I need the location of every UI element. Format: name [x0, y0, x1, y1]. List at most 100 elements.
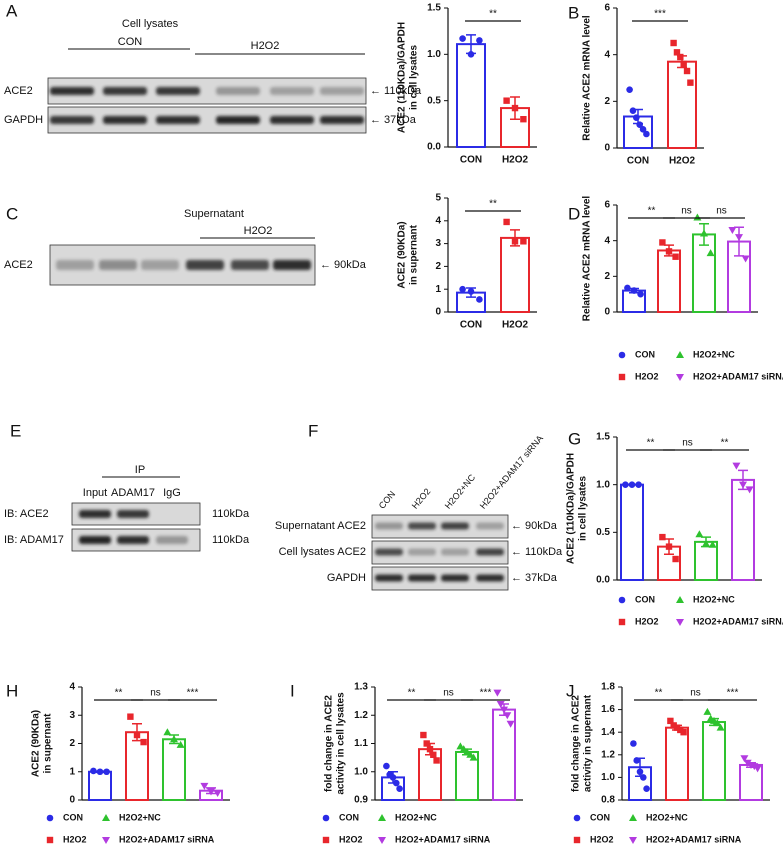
legend-marker [629, 814, 637, 821]
data-point [170, 735, 178, 743]
significance-label: ns [716, 206, 727, 217]
data-point [90, 767, 97, 775]
blot-label: ← 110kDa [511, 546, 563, 558]
bar [692, 233, 716, 313]
data-point [103, 768, 110, 776]
blot-band [99, 260, 137, 270]
legend-label: CON [339, 812, 359, 822]
x-tick-label: H2O2 [669, 156, 696, 167]
legend-marker [629, 837, 637, 844]
bar [456, 43, 486, 148]
legend-label: H2O2+ADAM17 siRNA [119, 834, 215, 844]
legend-label: H2O2+NC [693, 349, 735, 359]
data-point [496, 700, 505, 708]
bar [162, 738, 186, 802]
y-axis-label: ACE2 (110KDa)/GAPDH [566, 453, 577, 564]
blot-band [216, 116, 260, 124]
data-point [467, 288, 475, 295]
data-point [476, 296, 483, 303]
data-point [476, 37, 483, 44]
blot-band [50, 87, 94, 95]
data-point [703, 707, 712, 715]
blot-label: Cell lysates ACE2 [279, 546, 366, 558]
data-point [639, 126, 647, 133]
blot-band [79, 536, 111, 544]
data-point [433, 757, 440, 764]
blot-frame [47, 77, 367, 105]
data-point [459, 285, 466, 293]
y-axis-label: Relative ACE2 mRNA level [582, 196, 593, 322]
blot-frame [47, 106, 367, 134]
y-tick-label: 6 [604, 3, 610, 14]
blot-label: Supernatant ACE2 [275, 520, 366, 532]
y-tick-label: 0 [435, 307, 441, 318]
y-axis-label: fold change in ACE2 [324, 695, 335, 792]
blot-label: GAPDH [4, 114, 43, 126]
blot-label: IP [135, 464, 145, 476]
panel-letter: J [566, 681, 575, 700]
significance-label: ** [648, 206, 656, 217]
significance-label: *** [187, 688, 199, 699]
x-tick-label: CON [460, 155, 482, 166]
significance-label: ** [408, 688, 416, 699]
blot-band [103, 116, 147, 124]
y-axis-label: Relative ACE2 mRNA level [582, 15, 593, 141]
data-point [383, 762, 390, 770]
y-axis-label: fold change in ACE2 [571, 695, 582, 792]
panel-letter: C [6, 204, 18, 223]
y-tick-label: 1.1 [354, 738, 368, 749]
blot-label: H2O2 [244, 225, 273, 237]
data-point [637, 290, 644, 298]
data-point [659, 533, 666, 541]
blot-band [320, 87, 364, 95]
blot-frame [371, 540, 509, 565]
y-tick-label: 1.5 [427, 3, 441, 14]
data-point [687, 79, 694, 86]
blot-label: GAPDH [327, 572, 366, 584]
y-tick-label: 3 [435, 238, 441, 249]
significance-label: ** [115, 688, 123, 699]
y-axis-label: in supernant [43, 713, 54, 774]
y-tick-label: 5 [435, 193, 441, 204]
data-point [672, 253, 679, 260]
data-point [680, 60, 687, 68]
legend-marker [378, 837, 386, 844]
data-point [176, 740, 185, 748]
y-tick-label: 1.0 [596, 479, 610, 490]
legend-marker [618, 373, 626, 381]
blot-band [270, 87, 314, 95]
blot-label: H2O2 [410, 486, 433, 510]
blot-band [375, 522, 403, 530]
data-point [702, 539, 710, 547]
data-point [680, 729, 687, 736]
panel-letter: E [10, 421, 21, 440]
blot-label: H2O2+ADAM17 siRNA [478, 433, 545, 511]
y-axis-label: in supernant [409, 224, 420, 285]
data-point [207, 788, 215, 796]
legend-marker [618, 618, 626, 626]
blot-band [375, 548, 403, 556]
significance-label: *** [480, 688, 492, 699]
blot-band [273, 260, 311, 270]
data-point [420, 731, 427, 739]
data-point [695, 530, 704, 538]
data-point [520, 116, 527, 123]
data-point [635, 481, 642, 488]
bar [667, 60, 697, 150]
legend-label: CON [635, 349, 655, 359]
data-point [520, 238, 527, 245]
data-point [643, 130, 650, 138]
blot-label: ACE2 [4, 85, 33, 97]
y-tick-label: 0.0 [427, 142, 441, 153]
blot-band [408, 522, 436, 530]
data-point [389, 774, 397, 781]
legend-label: H2O2 [339, 834, 363, 844]
legend-label: H2O2 [635, 371, 659, 381]
y-tick-label: 2 [435, 261, 441, 272]
data-point [467, 51, 475, 58]
legend-marker [46, 836, 54, 844]
significance-label: ns [443, 688, 454, 699]
bar [702, 721, 726, 802]
legend-marker [102, 837, 110, 844]
data-point [713, 719, 722, 727]
